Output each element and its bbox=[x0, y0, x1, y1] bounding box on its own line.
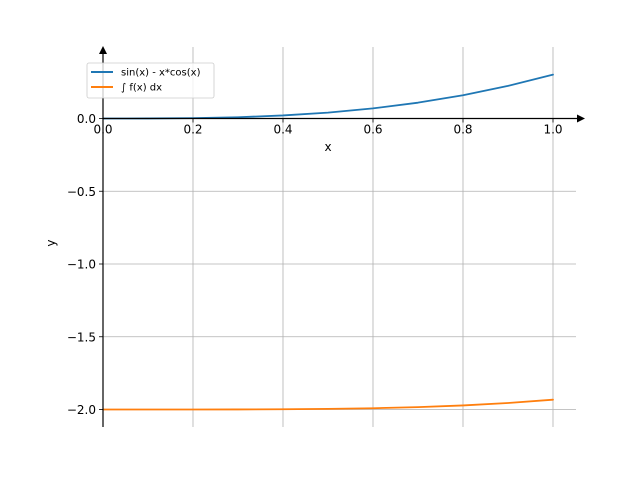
legend: sin(x) - x*cos(x) ∫ f(x) dx bbox=[86, 62, 215, 99]
x-tick-label: 0.4 bbox=[273, 123, 292, 137]
y-tick-label: −1.5 bbox=[67, 330, 96, 344]
y-tick-label: −2.0 bbox=[67, 403, 96, 417]
series-line-2 bbox=[102, 398, 554, 411]
x-tick-label: 0.6 bbox=[363, 123, 382, 137]
x-tick-label: 0.8 bbox=[453, 123, 472, 137]
grid bbox=[102, 47, 576, 427]
x-tick-label: 1.0 bbox=[543, 123, 562, 137]
y-axis-label: y bbox=[44, 239, 58, 246]
y-tick-label: −1.0 bbox=[67, 258, 96, 272]
y-tick-label: 0.0 bbox=[77, 112, 96, 126]
x-axis-label: x bbox=[324, 140, 331, 154]
legend-label-series-1: sin(x) - x*cos(x) bbox=[121, 68, 201, 79]
series-lines bbox=[102, 73, 554, 411]
y-axis-arrow bbox=[99, 46, 107, 54]
ticks: 0.0 0.2 0.4 0.6 0.8 1.0 0.0 −0.5 −1.0 −1.5 −2.0 bbox=[67, 112, 563, 417]
x-tick-label: 0.0 bbox=[93, 123, 112, 137]
x-tick-label: 0.2 bbox=[183, 123, 202, 137]
axes bbox=[99, 46, 585, 427]
legend-box bbox=[86, 62, 215, 99]
y-tick-label: −0.5 bbox=[67, 185, 96, 199]
x-axis-arrow bbox=[577, 114, 585, 123]
legend-label-series-2: ∫ f(x) dx bbox=[121, 83, 162, 94]
